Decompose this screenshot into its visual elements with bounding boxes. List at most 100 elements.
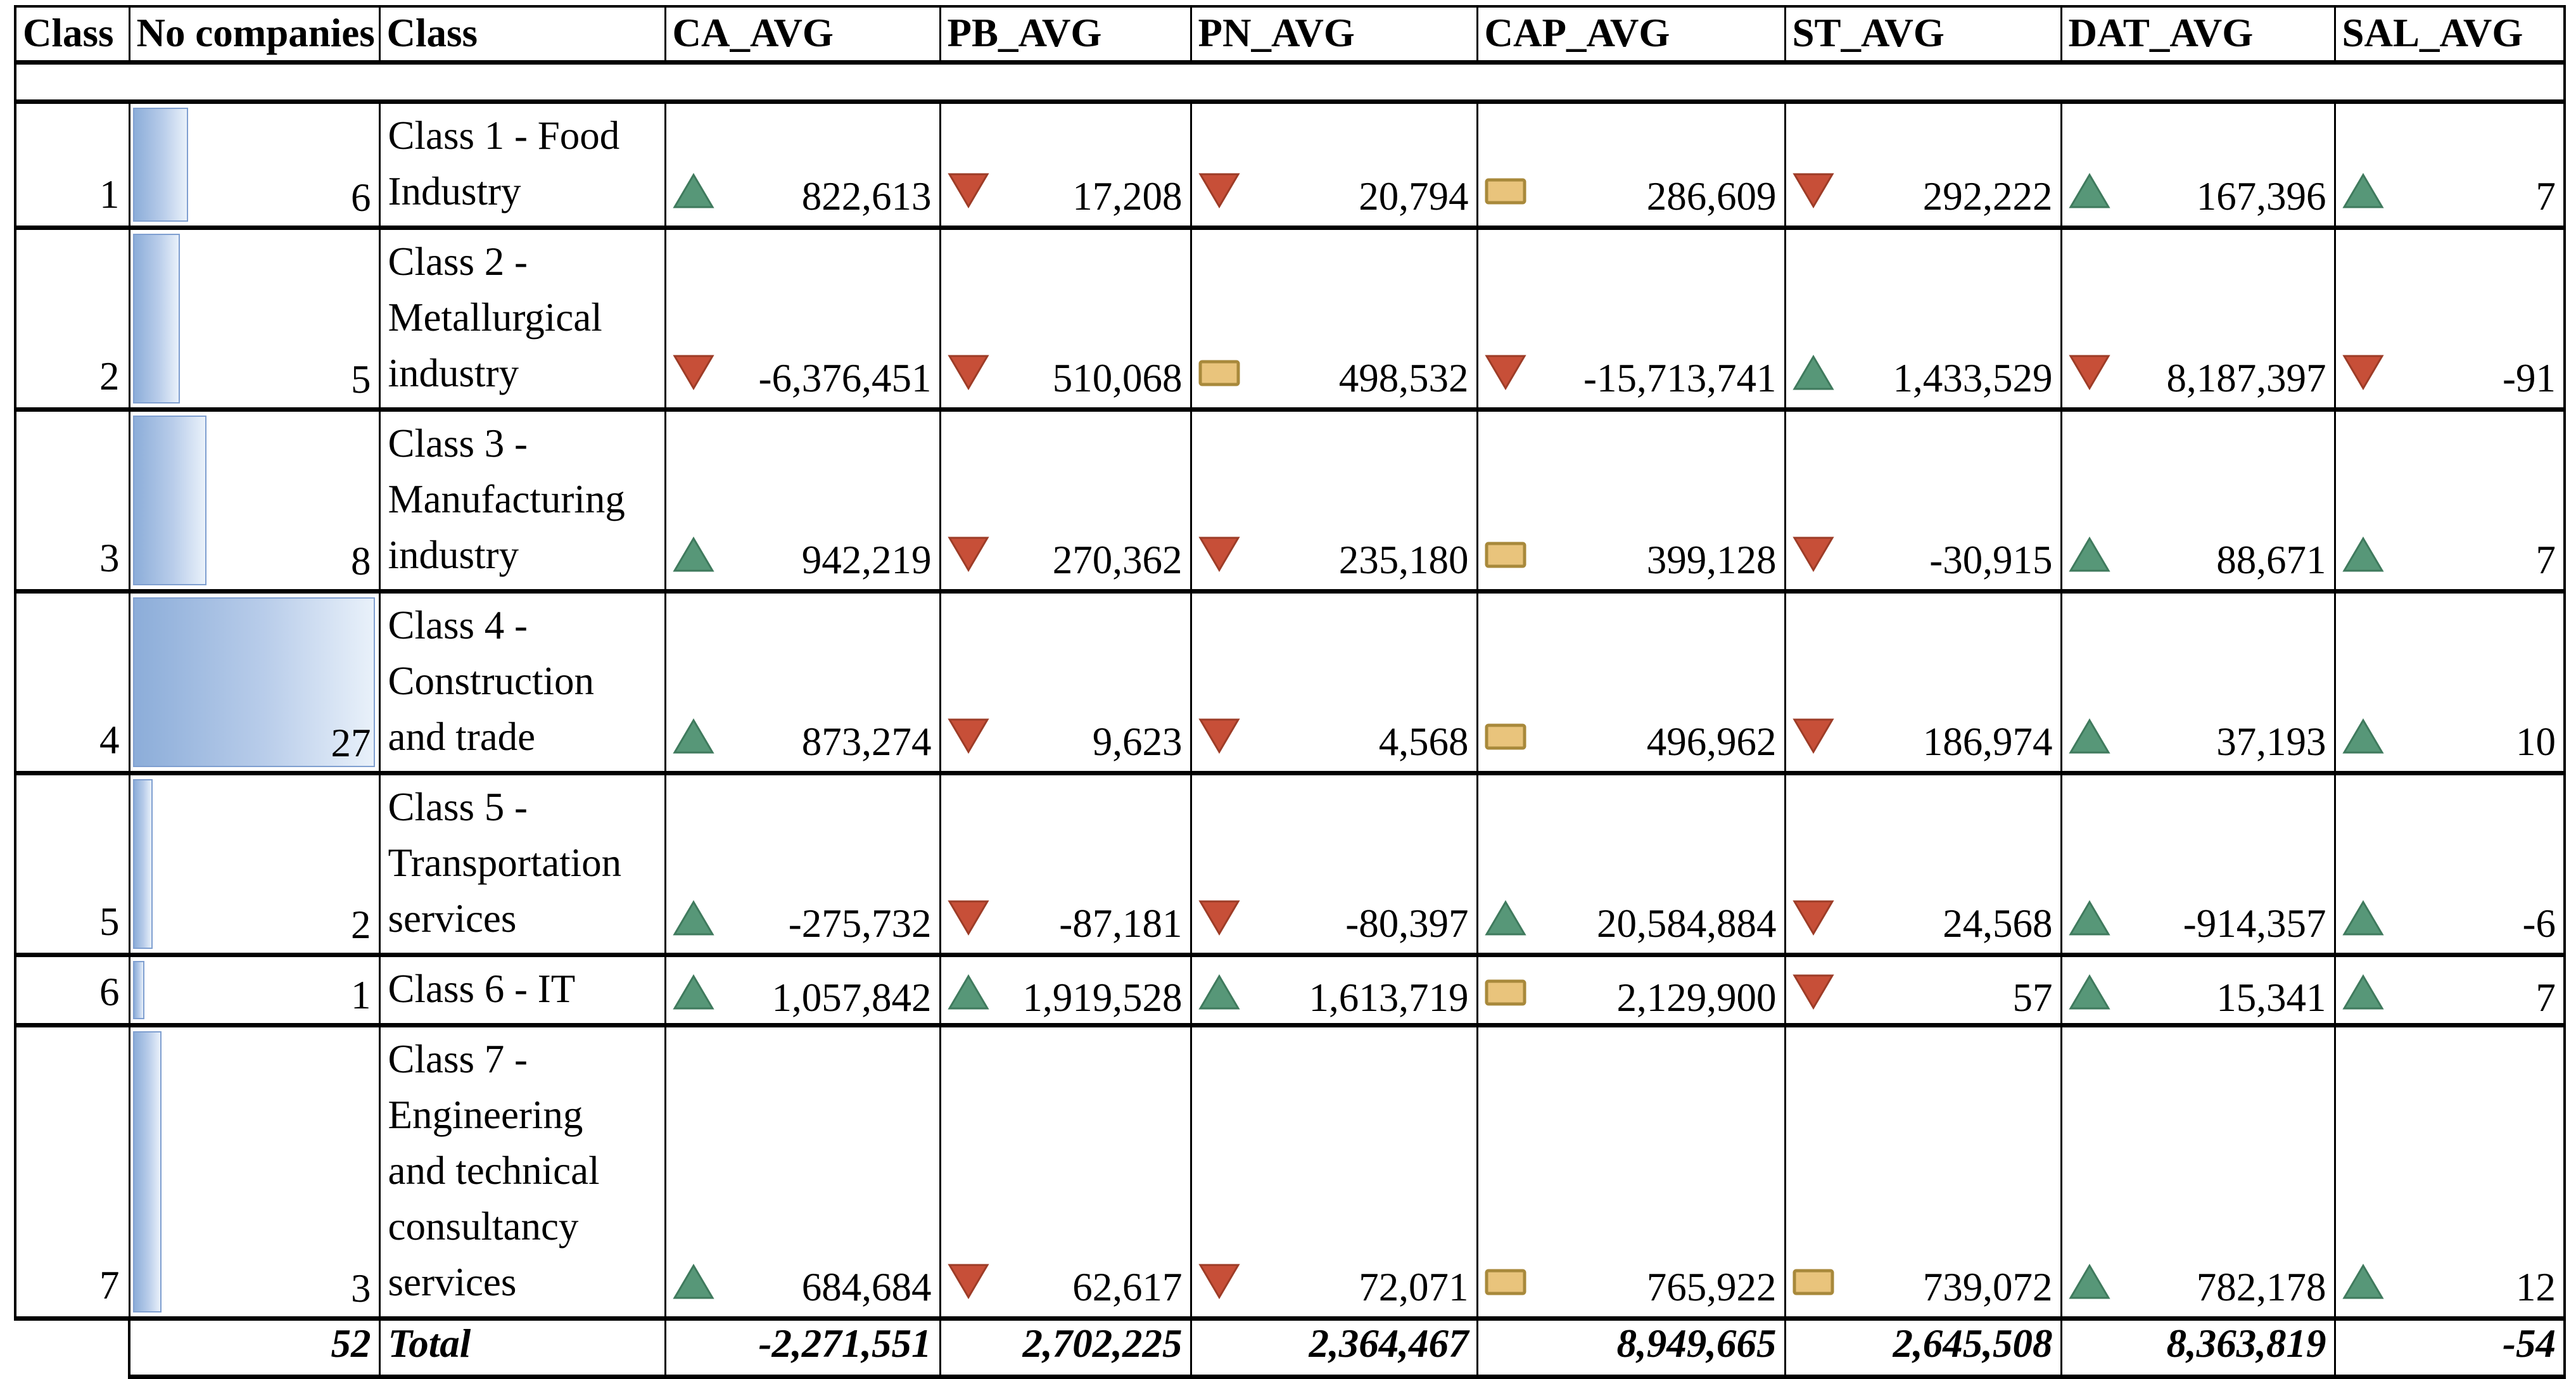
- value-text: 399,128: [1646, 537, 1777, 582]
- value-text: -275,732: [788, 901, 932, 946]
- value-text: -914,357: [2183, 901, 2326, 946]
- trend-neutral-icon: [1198, 354, 1240, 391]
- value-cell: 782,178: [2060, 1022, 2336, 1321]
- trend-up-icon: [2342, 172, 2384, 209]
- trend-down-icon: [672, 354, 714, 391]
- value-text: 20,584,884: [1597, 901, 1777, 946]
- value-cell: -914,357: [2060, 770, 2336, 957]
- value-text: -6,376,451: [758, 355, 932, 400]
- companies-count: 1: [351, 972, 371, 1017]
- value-cell: 167,396: [2060, 99, 2336, 230]
- spacer-cell: [2335, 61, 2566, 101]
- class-label-cell: Class 6 - IT: [378, 952, 666, 1027]
- value-cell: 270,362: [939, 407, 1192, 594]
- class-number-cell: 3: [14, 407, 130, 594]
- value-cell: 10: [2333, 588, 2566, 775]
- total-pn-avg: 2,364,467: [1190, 1316, 1478, 1379]
- value-text: 8,187,397: [2166, 355, 2326, 400]
- value-cell: 510,068: [939, 225, 1192, 412]
- header-row: Class No companies Class CA_AVG PB_AVG P…: [14, 5, 2566, 65]
- value-text: -6: [2522, 901, 2556, 946]
- header-cell-st-avg: ST_AVG: [1784, 5, 2062, 65]
- value-cell: 186,974: [1784, 588, 2062, 775]
- value-text: 2,129,900: [1616, 975, 1777, 1020]
- value-cell: 9,623: [939, 588, 1192, 775]
- companies-cell: 8: [128, 407, 381, 594]
- value-text: 286,609: [1646, 174, 1777, 219]
- table-row: 2 5 Class 2 - Metallurgical industry -6,376…: [14, 225, 2566, 412]
- value-text: -15,713,741: [1583, 355, 1777, 400]
- header-cell-cap-avg: CAP_AVG: [1476, 5, 1786, 65]
- class-label-cell: Class 3 - Manufacturing industry: [378, 407, 666, 594]
- value-text: 72,071: [1359, 1264, 1469, 1309]
- class-number-cell: 1: [14, 99, 130, 230]
- total-label-cell: Total: [378, 1316, 666, 1379]
- value-cell: 1,433,529: [1784, 225, 2062, 412]
- value-text: 942,219: [801, 537, 932, 582]
- class-number-cell: 6: [14, 952, 130, 1027]
- table-footer: 52 Total -2,271,551 2,702,225 2,364,467 …: [15, 1316, 2566, 1379]
- trend-up-icon: [947, 974, 989, 1010]
- value-cell: 739,072: [1784, 1022, 2062, 1321]
- header-cell-no-companies: No companies: [128, 5, 381, 65]
- total-pb-avg: 2,702,225: [939, 1316, 1192, 1379]
- companies-data-bar: [132, 415, 206, 585]
- class-number-cell: 4: [14, 588, 130, 775]
- class-label-cell: Class 2 - Metallurgical industry: [378, 225, 666, 412]
- class-label-cell: Class 4 - Construction and trade: [378, 588, 666, 775]
- trend-down-icon: [1484, 354, 1526, 391]
- trend-up-icon: [2068, 536, 2110, 573]
- trend-up-icon: [2068, 172, 2110, 209]
- trend-up-icon: [2342, 536, 2384, 573]
- table-row: 1 6 Class 1 - Food Industry 822,613 17,208 20…: [14, 99, 2566, 230]
- table-row: 7 3 Class 7 - Engineering and technical co…: [14, 1022, 2566, 1321]
- value-text: 186,974: [1922, 719, 2053, 764]
- companies-data-bar: [132, 1031, 162, 1312]
- trend-up-icon: [2342, 899, 2384, 936]
- value-cell: -6,376,451: [664, 225, 941, 412]
- trend-neutral-icon: [1485, 172, 1526, 209]
- value-text: 12: [2516, 1264, 2556, 1309]
- trend-up-icon: [1198, 974, 1240, 1010]
- value-text: 4,568: [1378, 719, 1469, 764]
- trend-up-icon: [672, 172, 714, 209]
- value-text: -87,181: [1059, 901, 1183, 946]
- value-text: -91: [2503, 355, 2556, 400]
- value-cell: 1,057,842: [664, 952, 941, 1027]
- value-text: -80,397: [1345, 901, 1469, 946]
- total-empty-cell: [15, 1318, 129, 1376]
- value-cell: 88,671: [2060, 407, 2336, 594]
- value-cell: 942,219: [664, 407, 941, 594]
- value-cell: 292,222: [1784, 99, 2062, 230]
- trend-up-icon: [672, 718, 714, 754]
- spacer-strip: [14, 61, 2566, 101]
- value-text: 1,919,528: [1022, 975, 1183, 1020]
- trend-down-icon: [947, 899, 989, 936]
- header-cell-pn-avg: PN_AVG: [1190, 5, 1478, 65]
- value-cell: 7: [2333, 952, 2566, 1027]
- total-companies-cell: 52: [128, 1316, 381, 1379]
- total-row: 52 Total -2,271,551 2,702,225 2,364,467 …: [15, 1316, 2566, 1379]
- value-text: 498,532: [1338, 355, 1469, 400]
- trend-down-icon: [1198, 536, 1240, 573]
- value-text: 1,613,719: [1309, 975, 1469, 1020]
- value-text: 7: [2535, 537, 2556, 582]
- value-cell: 57: [1784, 952, 2062, 1027]
- value-text: 270,362: [1052, 537, 1183, 582]
- value-text: 1,433,529: [1893, 355, 2053, 400]
- value-cell: 1,919,528: [939, 952, 1192, 1027]
- header-cell-dat-avg: DAT_AVG: [2060, 5, 2336, 65]
- companies-cell: 6: [128, 99, 381, 230]
- header-cell-ca-avg: CA_AVG: [664, 5, 941, 65]
- trend-down-icon: [947, 1263, 989, 1300]
- companies-count: 5: [351, 357, 371, 402]
- value-cell: 7: [2333, 99, 2566, 230]
- trend-up-icon: [672, 899, 714, 936]
- table-row: 5 2 Class 5 - Transportation services -275,…: [14, 770, 2566, 957]
- table-row: 3 8 Class 3 - Manufacturing industry 942,21…: [14, 407, 2566, 594]
- companies-data-bar: [132, 233, 180, 404]
- value-cell: 822,613: [664, 99, 941, 230]
- trend-down-icon: [1198, 1263, 1240, 1300]
- total-ca-avg: -2,271,551: [664, 1316, 941, 1379]
- trend-up-icon: [672, 974, 714, 1010]
